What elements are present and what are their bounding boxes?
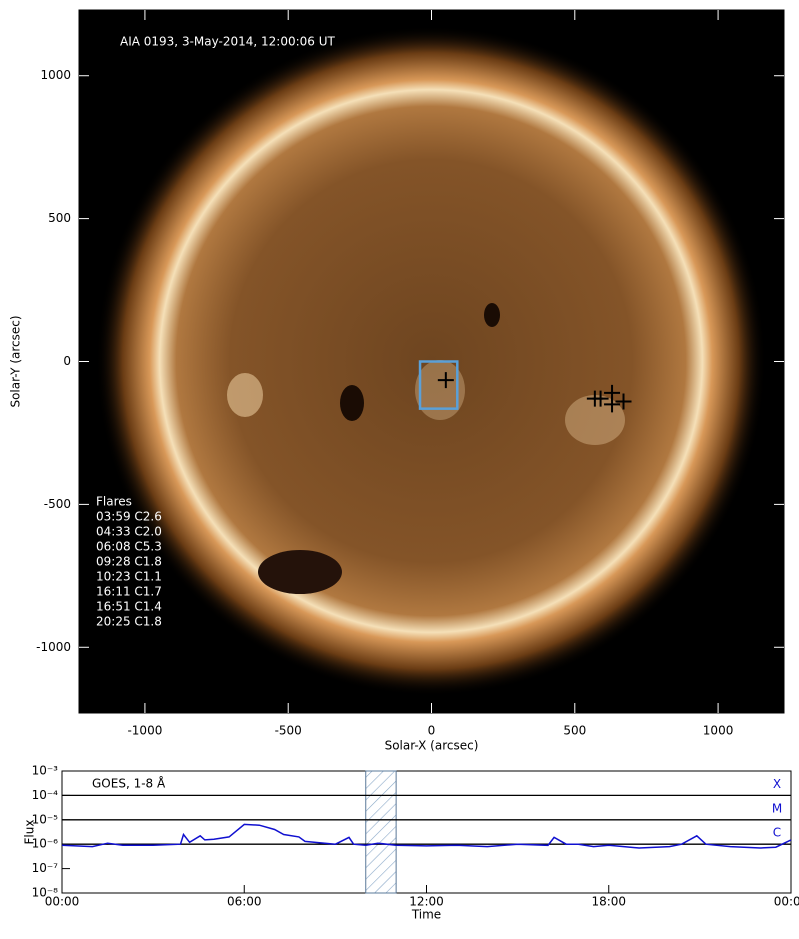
flare-entry: 20:25 C1.8 xyxy=(96,615,162,629)
frame-bottom xyxy=(61,770,792,894)
y-tick-label: -1000 xyxy=(36,640,71,654)
flare-entry: 03:59 C2.6 xyxy=(96,510,162,524)
y-tick-label: 10⁻⁷ xyxy=(32,861,59,875)
flare-entry: 16:51 C1.4 xyxy=(96,600,162,614)
y-axis-label: Solar-Y (arcsec) xyxy=(9,315,23,407)
x-tick-label: 06:00 xyxy=(227,895,262,909)
level-label: M xyxy=(772,801,782,815)
flare-marker xyxy=(437,372,454,389)
flare-entry: 10:23 C1.1 xyxy=(96,570,162,584)
x-tick-label: -1000 xyxy=(127,724,162,738)
image-title: AIA 0193, 3-May-2014, 12:00:06 UT xyxy=(120,35,335,49)
flare-entry: 09:28 C1.8 xyxy=(96,555,162,569)
x-axis-label: Time xyxy=(411,908,441,922)
y-tick-label: 500 xyxy=(48,211,71,225)
x-tick-label: 500 xyxy=(563,724,586,738)
x-tick-label: -500 xyxy=(275,724,302,738)
flare-marker xyxy=(615,393,632,410)
x-tick-label: 00:00 xyxy=(774,895,799,909)
x-axis-label: Solar-X (arcsec) xyxy=(385,739,479,753)
flare-entry: 04:33 C2.0 xyxy=(96,525,162,539)
y-tick-label: 10⁻⁵ xyxy=(32,812,59,826)
y-tick-label: 0 xyxy=(63,354,71,368)
x-tick-label: 00:00 xyxy=(45,895,80,909)
level-label: X xyxy=(773,777,781,791)
y-tick-label: -500 xyxy=(44,497,71,511)
flare-marker xyxy=(592,390,609,407)
y-tick-label: 10⁻⁶ xyxy=(32,837,59,851)
x-tick-label: 1000 xyxy=(703,724,734,738)
legend-label: GOES, 1-8 Å xyxy=(92,776,166,791)
level-label: C xyxy=(773,826,781,840)
x-tick-label: 18:00 xyxy=(591,895,626,909)
x-tick-label: 0 xyxy=(428,724,436,738)
y-tick-label: 10⁻⁸ xyxy=(32,886,59,900)
highlight-band xyxy=(365,770,397,894)
flare-marker xyxy=(604,396,621,413)
flux-line xyxy=(61,823,792,849)
y-tick-label: 10⁻³ xyxy=(32,764,59,778)
y-tick-label: 1000 xyxy=(40,68,71,82)
region-box xyxy=(418,360,459,410)
flare-entry: 06:08 C5.3 xyxy=(96,540,162,554)
x-tick-label: 12:00 xyxy=(409,895,444,909)
flares-title: Flares xyxy=(96,495,132,509)
y-tick-label: 10⁻⁴ xyxy=(32,788,59,802)
y-axis-label: Flux xyxy=(23,820,37,845)
flare-entry: 16:11 C1.7 xyxy=(96,585,162,599)
